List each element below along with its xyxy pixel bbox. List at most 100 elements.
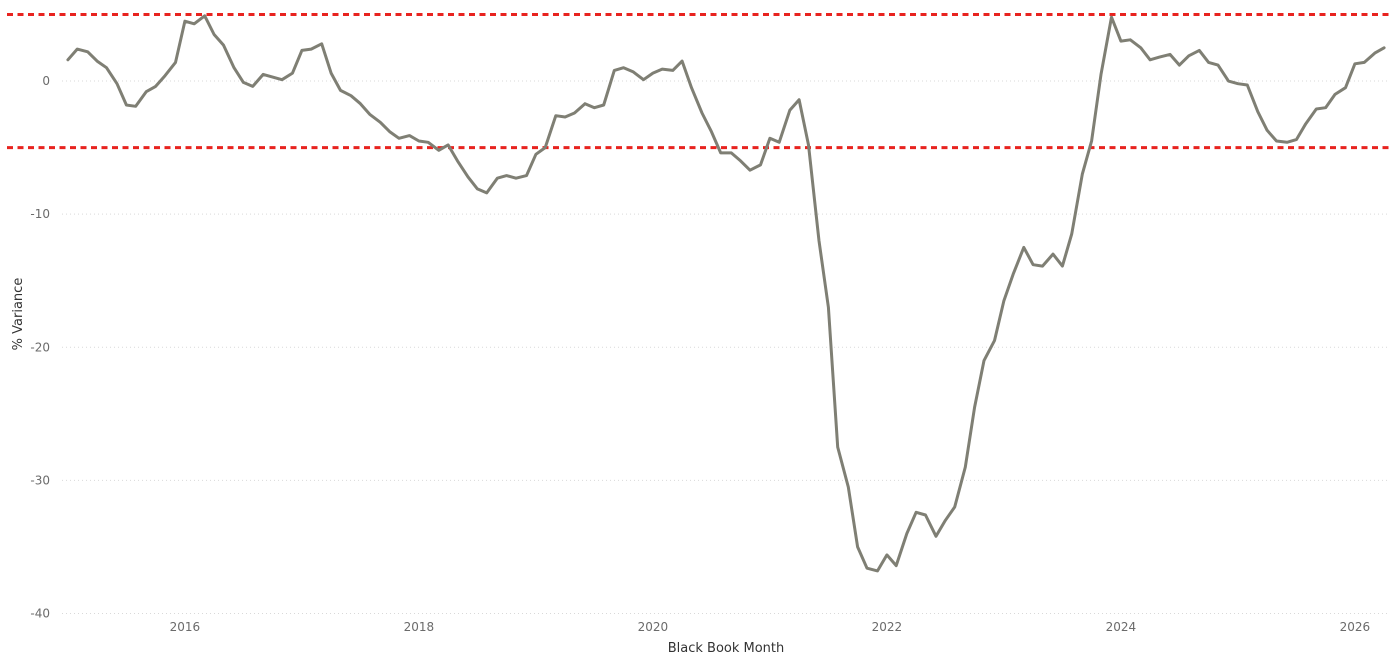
data-point-0-69 xyxy=(739,159,742,162)
data-point-0-56 xyxy=(613,69,616,72)
data-point-0-31 xyxy=(368,113,371,116)
data-point-0-62 xyxy=(671,69,674,72)
data-point-0-0 xyxy=(66,58,69,61)
data-point-0-27 xyxy=(330,72,333,75)
data-point-0-107 xyxy=(1110,16,1113,19)
data-point-0-70 xyxy=(749,169,752,172)
data-point-0-24 xyxy=(300,49,303,52)
data-point-0-26 xyxy=(320,42,323,45)
data-point-0-59 xyxy=(642,78,645,81)
data-point-0-105 xyxy=(1090,140,1093,143)
data-point-0-50 xyxy=(554,114,557,117)
data-point-0-111 xyxy=(1149,58,1152,61)
series-line-0 xyxy=(66,14,1386,573)
data-point-0-128 xyxy=(1315,108,1318,111)
data-point-0-29 xyxy=(350,94,353,97)
data-point-0-76 xyxy=(807,143,810,146)
data-point-0-10 xyxy=(164,74,167,77)
data-point-0-77 xyxy=(818,239,821,242)
data-point-0-117 xyxy=(1207,61,1210,64)
data-point-0-134 xyxy=(1373,52,1376,55)
data-point-0-1 xyxy=(76,48,79,51)
data-point-0-58 xyxy=(632,70,635,73)
y-tick-label-2: -20 xyxy=(30,340,50,354)
data-point-0-55 xyxy=(602,104,605,107)
data-point-0-106 xyxy=(1100,73,1103,76)
data-point-0-64 xyxy=(690,86,693,89)
data-point-0-12 xyxy=(183,20,186,23)
data-point-0-88 xyxy=(924,514,927,517)
data-point-0-84 xyxy=(885,553,888,556)
data-point-0-20 xyxy=(262,73,265,76)
data-point-0-124 xyxy=(1275,140,1278,143)
y-axis-title: % Variance xyxy=(11,278,26,351)
data-point-0-42 xyxy=(476,187,479,190)
data-point-0-15 xyxy=(213,33,216,36)
data-point-0-121 xyxy=(1246,84,1249,87)
y-tick-label-0: 0 xyxy=(42,74,50,88)
data-point-0-9 xyxy=(154,85,157,88)
data-point-0-18 xyxy=(242,81,245,84)
data-point-0-90 xyxy=(944,519,947,522)
data-point-0-103 xyxy=(1070,233,1073,236)
data-point-0-36 xyxy=(417,140,420,143)
data-point-0-112 xyxy=(1158,56,1161,59)
data-point-0-91 xyxy=(953,506,956,509)
data-point-0-119 xyxy=(1227,80,1230,83)
x-tick-label-4: 2024 xyxy=(1106,620,1137,634)
data-point-0-37 xyxy=(427,141,430,144)
data-point-0-125 xyxy=(1286,141,1289,144)
data-point-0-47 xyxy=(525,174,528,177)
data-point-0-97 xyxy=(1012,273,1015,276)
data-point-0-116 xyxy=(1198,49,1201,52)
data-point-0-68 xyxy=(730,151,733,154)
data-point-0-109 xyxy=(1129,38,1132,41)
grid-lines xyxy=(62,80,1390,614)
data-point-0-85 xyxy=(895,564,898,567)
data-point-0-122 xyxy=(1256,110,1259,113)
data-point-0-101 xyxy=(1052,253,1055,256)
x-axis-title: Black Book Month xyxy=(668,641,785,655)
data-point-0-133 xyxy=(1363,61,1366,64)
data-point-0-48 xyxy=(534,153,537,156)
data-point-0-43 xyxy=(485,191,488,194)
data-point-0-39 xyxy=(447,143,450,146)
data-point-0-41 xyxy=(467,175,470,178)
x-tick-label-5: 2026 xyxy=(1340,620,1371,634)
data-point-0-95 xyxy=(993,339,996,342)
data-point-0-104 xyxy=(1081,173,1084,176)
data-point-0-82 xyxy=(866,567,869,570)
data-point-0-21 xyxy=(271,76,274,79)
data-point-0-130 xyxy=(1334,93,1337,96)
data-point-0-61 xyxy=(661,68,664,71)
data-point-0-92 xyxy=(964,466,967,469)
data-point-0-17 xyxy=(233,66,236,69)
data-point-0-127 xyxy=(1304,122,1307,125)
data-point-0-63 xyxy=(681,60,684,63)
data-point-0-129 xyxy=(1324,106,1327,109)
data-point-0-45 xyxy=(505,174,508,177)
data-point-0-123 xyxy=(1266,129,1269,132)
data-point-0-8 xyxy=(145,90,148,93)
data-point-0-131 xyxy=(1344,86,1347,89)
data-point-0-89 xyxy=(935,535,938,538)
data-point-0-28 xyxy=(339,89,342,92)
data-point-0-100 xyxy=(1041,265,1044,268)
data-point-0-23 xyxy=(291,72,294,75)
data-point-0-114 xyxy=(1178,64,1181,67)
data-point-0-126 xyxy=(1295,138,1298,141)
x-tick-label-0: 2016 xyxy=(170,620,201,634)
data-point-0-54 xyxy=(593,106,596,109)
data-point-0-80 xyxy=(847,486,850,489)
x-axis-ticks: 2016 2018 2020 2022 2024 2026 xyxy=(170,620,1371,634)
data-point-0-52 xyxy=(573,112,576,115)
data-point-0-60 xyxy=(651,72,654,75)
data-point-0-87 xyxy=(915,511,918,514)
data-point-0-2 xyxy=(86,50,89,53)
data-point-0-98 xyxy=(1022,246,1025,249)
data-point-0-11 xyxy=(174,61,177,64)
data-point-0-118 xyxy=(1217,64,1220,67)
data-point-0-81 xyxy=(856,545,859,548)
